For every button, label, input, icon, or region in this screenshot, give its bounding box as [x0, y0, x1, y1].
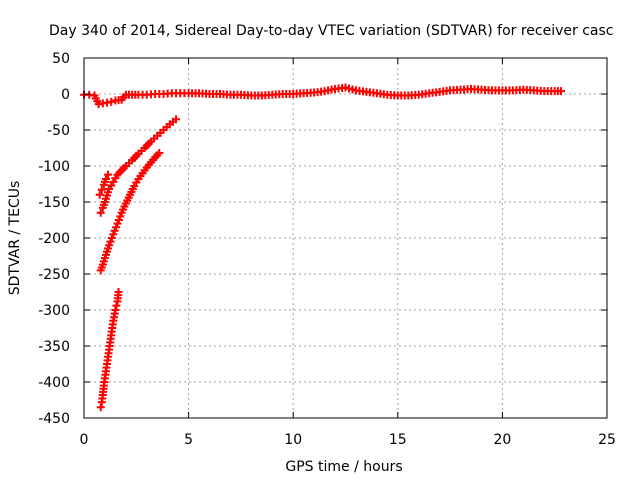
series-5 — [96, 288, 123, 412]
x-tick-label: 5 — [184, 432, 193, 448]
series-1 — [80, 83, 565, 109]
data-point — [96, 403, 105, 412]
series-4 — [96, 149, 164, 275]
y-tick-label: -100 — [38, 159, 70, 175]
y-tick-label: -350 — [38, 339, 70, 355]
y-tick-label: -50 — [47, 123, 70, 139]
data-point — [95, 190, 104, 199]
x-tick-label: 15 — [389, 432, 407, 448]
data-point — [101, 174, 110, 183]
data-point — [107, 97, 116, 106]
data-point — [96, 208, 105, 217]
series-2 — [96, 115, 181, 217]
axis-ticks: 0 5 10 15 20 25 50 0 -50 -100 -150 -200 -250 -300 -350… — [38, 51, 616, 448]
data-point — [104, 170, 113, 179]
y-axis-title: SDTVAR / TECUs — [7, 181, 23, 296]
data-point — [114, 288, 123, 296]
data-point — [111, 306, 120, 314]
y-tick-label: -450 — [38, 411, 70, 427]
y-tick-label: 0 — [61, 87, 70, 103]
data-point-interp — [112, 301, 121, 310]
data-marks — [80, 83, 565, 412]
x-tick-label: 0 — [80, 432, 89, 448]
x-axis-title: GPS time / hours — [285, 459, 402, 475]
data-point — [155, 149, 164, 158]
data-point — [97, 185, 106, 194]
series-3 — [95, 170, 113, 199]
y-tick-label: 50 — [52, 51, 70, 67]
y-tick-label: -400 — [38, 375, 70, 391]
x-tick-label: 20 — [493, 432, 511, 448]
y-tick-label: -150 — [38, 195, 70, 211]
chart-title: Day 340 of 2014, Sidereal Day-to-day VTE… — [49, 23, 613, 39]
y-tick-label: -300 — [38, 303, 70, 319]
x-tick-label: 10 — [284, 432, 302, 448]
x-tick-label: 25 — [598, 432, 616, 448]
y-tick-label: -250 — [38, 267, 70, 283]
data-point — [172, 115, 181, 124]
y-tick-label: -200 — [38, 231, 70, 247]
data-point — [556, 87, 565, 96]
grid-lines — [84, 58, 607, 418]
